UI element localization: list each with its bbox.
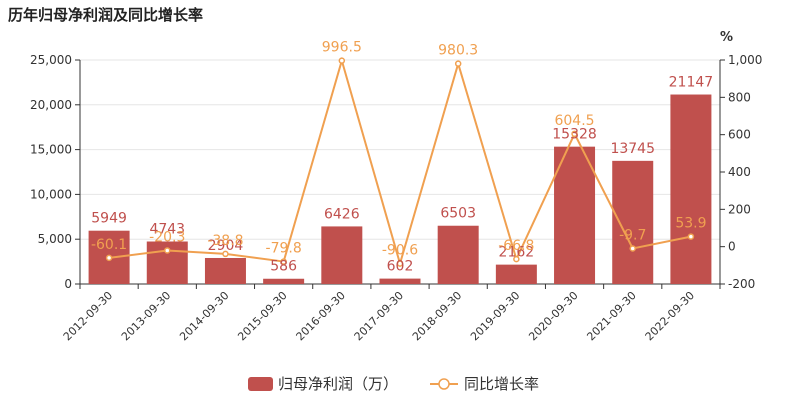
bar-value-label: 5949 — [91, 211, 127, 227]
bar-value-label: 586 — [270, 259, 297, 275]
legend-bar-swatch — [248, 377, 273, 391]
line-value-label: 53.9 — [675, 216, 706, 232]
chart-title: 历年归母净利润及同比增长率 — [8, 6, 204, 24]
x-tick-label: 2017-09-30 — [352, 289, 406, 343]
y-left-tick-label: 25,000 — [30, 53, 72, 67]
line-value-label: -20.3 — [149, 229, 185, 245]
y-right-tick-label: 400 — [728, 165, 751, 179]
y-right-tick-label: 0 — [728, 240, 736, 254]
line-point — [222, 250, 229, 258]
data-labels: 5949 4743 2904 586 6426 602 6503 2162 15328 13745… — [91, 40, 713, 275]
line-value-label: -9.7 — [619, 227, 646, 243]
bar-value-label: 2904 — [208, 238, 244, 254]
bar-value-label: 6426 — [324, 206, 360, 222]
line-value-label: -38.8 — [207, 233, 243, 249]
line-point — [105, 254, 113, 262]
bar-value-label: 13745 — [610, 141, 655, 157]
bar-value-label: 2162 — [499, 245, 535, 261]
line-value-label: 996.5 — [322, 40, 362, 56]
x-tick-label: 2018-09-30 — [410, 289, 464, 343]
x-tick-label: 2016-09-30 — [294, 289, 348, 343]
y-left-tick-label: 15,000 — [30, 143, 72, 157]
y-right-unit-label: % — [720, 30, 733, 45]
bar — [379, 278, 421, 284]
line-point — [687, 233, 695, 240]
line-series — [105, 57, 695, 268]
bar-series — [88, 94, 712, 284]
x-tick-label: 2022-09-30 — [643, 289, 697, 343]
legend-item-line[interactable]: 同比增长率 — [430, 375, 539, 393]
line-value-label: -90.6 — [382, 243, 418, 259]
line-point — [513, 255, 520, 263]
y-right-tick-label: -200 — [728, 277, 755, 291]
x-tick-label: 2019-09-30 — [468, 289, 522, 343]
x-tick-label: 2014-09-30 — [177, 289, 231, 343]
x-tick-label: 2012-09-30 — [61, 289, 115, 343]
bar — [554, 146, 596, 284]
line-value-label: 604.5 — [554, 113, 594, 129]
line-point — [629, 245, 636, 252]
legend[interactable]: 归母净利润（万） 同比增长率 — [248, 375, 539, 393]
line-value-label: -60.1 — [91, 237, 127, 253]
y-left-tick-label: 0 — [64, 277, 72, 291]
line-point — [280, 258, 287, 265]
bar-value-label: 4743 — [149, 222, 185, 238]
bar — [263, 278, 305, 284]
y-right-tick-label: 200 — [728, 202, 751, 216]
x-tick-label: 2021-09-30 — [584, 289, 638, 343]
legend-bar-label: 归母净利润（万） — [278, 375, 398, 393]
bar — [495, 264, 537, 284]
bar-value-label: 21147 — [669, 75, 714, 91]
x-tick-label: 2013-09-30 — [119, 289, 173, 343]
bar — [204, 257, 246, 284]
line-point — [396, 260, 404, 267]
bar — [670, 94, 712, 284]
line-value-label: -66.8 — [498, 238, 534, 254]
line-point — [338, 57, 346, 64]
legend-line-label: 同比增长率 — [464, 375, 539, 393]
x-tick-label: 2015-09-30 — [235, 289, 289, 343]
bar-value-label: 602 — [387, 259, 414, 275]
y-right-tick-label: 800 — [728, 90, 751, 104]
bar — [321, 226, 363, 284]
line-value-label: 980.3 — [438, 43, 478, 59]
bar — [612, 160, 654, 284]
y-left-tick-label: 20,000 — [30, 98, 72, 112]
legend-line-marker — [438, 378, 450, 390]
bar-value-label: 15328 — [552, 127, 597, 143]
y-right-tick-label: 1,000 — [728, 53, 762, 67]
x-tick-label: 2020-09-30 — [526, 289, 580, 343]
line-point — [454, 60, 462, 67]
legend-item-bar[interactable]: 归母净利润（万） — [248, 375, 398, 393]
line-point — [571, 130, 578, 138]
line-point — [164, 247, 171, 254]
bar-value-label: 6503 — [440, 206, 476, 222]
y-left-tick-label: 5,000 — [38, 232, 72, 246]
growth-rate-line — [108, 57, 692, 268]
line-value-label: -79.8 — [266, 241, 302, 257]
y-left-tick-label: 10,000 — [30, 187, 72, 201]
y-right-tick-label: 600 — [728, 128, 751, 142]
bar — [437, 225, 479, 284]
